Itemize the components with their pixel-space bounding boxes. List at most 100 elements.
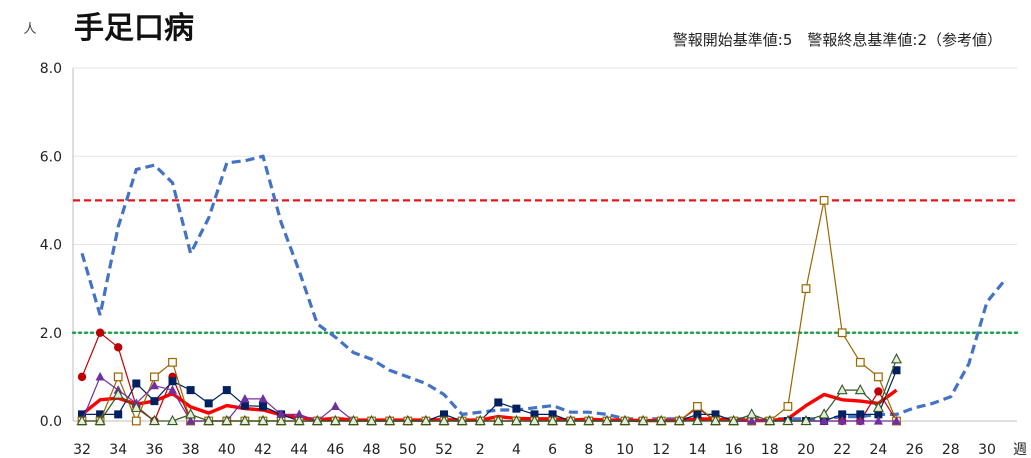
series-group (76, 154, 1007, 426)
data-point (747, 416, 757, 425)
data-point (259, 402, 267, 411)
data-point (240, 401, 249, 410)
data-point (94, 414, 106, 426)
data-point (528, 414, 541, 426)
data-point (294, 409, 304, 418)
x-tick-label: 32 (73, 442, 91, 458)
y-tick-label: 2.0 (40, 326, 62, 342)
data-point (347, 414, 360, 426)
series-line (80, 154, 1007, 421)
chart-subtitle: 警報開始基準値:5 警報終息基準値:2（参考値） (673, 31, 1002, 49)
data-point (150, 397, 159, 406)
x-tick-label: 18 (761, 442, 779, 458)
gridlines (73, 67, 1017, 422)
data-point (693, 410, 702, 419)
x-tick-label: 4 (512, 442, 521, 458)
data-point (168, 357, 177, 367)
data-point (800, 414, 812, 426)
data-point (855, 416, 865, 425)
x-tick-label: 34 (109, 442, 127, 458)
data-point (76, 414, 88, 426)
series (78, 366, 901, 425)
y-tick-label: 8.0 (40, 61, 62, 77)
data-point (637, 414, 649, 426)
series (80, 154, 1007, 421)
data-point (239, 414, 251, 426)
x-axis-label: 週 (1013, 442, 1027, 458)
data-point (890, 353, 903, 364)
data-point (892, 366, 901, 375)
data-point (619, 414, 631, 426)
data-point (873, 372, 883, 382)
series (80, 388, 898, 423)
chart-title: 手足口病 (74, 11, 194, 46)
series-line (81, 375, 897, 422)
series-line (82, 358, 898, 422)
x-tick-label: 44 (290, 442, 308, 458)
data-point (837, 328, 847, 338)
y-axis: 0.0 2.0 4.0 6.0 8.0 (40, 61, 1017, 430)
data-point (874, 410, 883, 419)
data-point (366, 414, 378, 426)
data-point (112, 388, 124, 399)
y-tick-label: 4.0 (40, 238, 62, 254)
x-tick-label: 28 (942, 442, 960, 458)
data-point (474, 414, 486, 426)
data-point (691, 414, 703, 426)
data-point (764, 414, 776, 426)
x-tick-label: 2 (476, 442, 485, 458)
data-point (728, 414, 740, 426)
data-point (854, 383, 866, 395)
data-point (186, 386, 195, 395)
data-point (168, 377, 177, 386)
data-point (166, 414, 179, 426)
series (76, 353, 903, 426)
x-tick-label: 50 (399, 442, 417, 458)
data-point (130, 401, 142, 412)
data-point (96, 410, 105, 419)
series-line (82, 370, 898, 422)
data-point (167, 385, 178, 394)
x-tick-label: 52 (435, 442, 453, 458)
data-point (329, 414, 341, 426)
x-tick-label: 24 (869, 442, 887, 458)
x-tick-label: 8 (584, 442, 593, 458)
data-point (148, 414, 160, 426)
data-point (77, 372, 87, 382)
data-point (494, 398, 503, 407)
data-point (547, 414, 559, 426)
y-axis-label: 人 (23, 22, 36, 37)
x-tick-label: 20 (797, 442, 815, 458)
data-point (150, 372, 159, 382)
data-point (222, 386, 231, 395)
data-point (95, 328, 105, 337)
data-point (132, 379, 141, 388)
data-point (440, 410, 448, 419)
data-point (420, 414, 432, 426)
x-tick-label: 42 (254, 442, 272, 458)
data-point (819, 195, 829, 205)
reference-lines (71, 199, 1019, 334)
data-point (818, 408, 830, 419)
data-point (78, 410, 86, 419)
data-point (709, 414, 722, 426)
x-tick-label: 30 (978, 442, 996, 458)
x-tick-label: 26 (906, 442, 924, 458)
series-line (80, 388, 898, 423)
y-tick-label: 6.0 (40, 149, 62, 165)
data-point (276, 409, 286, 418)
data-point (819, 416, 829, 425)
data-point (874, 387, 883, 396)
data-point (601, 414, 613, 426)
y-tick-label: 0.0 (40, 414, 62, 430)
data-point (384, 414, 396, 426)
data-point (530, 410, 539, 419)
x-tick-label: 38 (182, 442, 200, 458)
data-point (782, 414, 794, 426)
data-point (456, 414, 468, 426)
x-tick-label: 16 (725, 442, 743, 458)
data-point (873, 416, 883, 425)
data-point (240, 393, 250, 403)
data-point (856, 410, 865, 419)
